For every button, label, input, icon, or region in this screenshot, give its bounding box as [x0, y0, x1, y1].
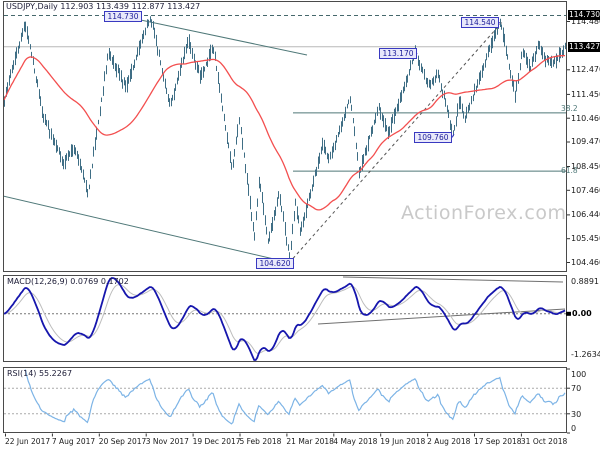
macd-panel[interactable]: [3, 275, 567, 362]
price-axis-label: 112.470: [571, 65, 600, 75]
date-axis-label: 7 Aug 2017: [51, 437, 96, 446]
price-chart-panel[interactable]: [3, 1, 567, 272]
price-axis-label: 107.460: [571, 185, 600, 195]
price-axis-label: 110.460: [571, 113, 600, 123]
price-axis-label: 111.450: [571, 89, 600, 99]
rsi-axis-label: 70: [571, 384, 582, 394]
price-axis-label: 106.440: [571, 210, 600, 220]
macd-axis-min: -1.2634: [571, 350, 600, 359]
price-axis-box: 114.730: [568, 10, 600, 21]
rsi-axis-label: 0: [571, 424, 577, 433]
watermark: ActionForex.com: [401, 202, 567, 224]
date-axis-label: 5 Feb 2018: [239, 437, 282, 446]
rsi-title: RSI(14) 55.2267: [7, 369, 73, 378]
price-axis-label: 109.470: [571, 137, 600, 147]
date-axis-label: 17 Sep 2018: [474, 437, 522, 446]
rsi-panel[interactable]: [3, 367, 567, 433]
price-axis-label: 114.480: [571, 17, 600, 26]
rsi-axis-label: 100: [571, 370, 587, 379]
date-axis-label: 20 Sep 2017: [98, 437, 147, 446]
chart-title: USDJPY,Daily 112.903 113.439 112.877 113…: [6, 2, 201, 11]
date-axis-label: 3 Nov 2017: [145, 437, 189, 446]
date-axis-label: 2 Aug 2018: [427, 437, 471, 446]
date-axis-label: 19 Jun 2018: [380, 437, 426, 446]
macd-axis-max: 0.8891: [571, 277, 599, 286]
date-axis-label: 31 Oct 2018: [520, 437, 568, 446]
date-axis-label: 21 Mar 2018: [286, 437, 334, 446]
date-axis-label: 19 Dec 2017: [192, 437, 241, 446]
price-axis-label: 108.450: [571, 162, 600, 172]
macd-title: MACD(12,26,9) 0.0769 0.1702: [7, 277, 129, 286]
price-axis-box: 113.427: [568, 41, 600, 52]
price-axis-label: 105.450: [571, 234, 600, 244]
price-axis-label: 104.460: [571, 257, 600, 267]
date-axis-label: 4 May 2018: [333, 437, 378, 446]
rsi-axis-label: 30: [571, 409, 582, 419]
macd-axis-zero: 0.00: [572, 308, 592, 318]
date-axis-label: 22 Jun 2017: [5, 437, 51, 446]
